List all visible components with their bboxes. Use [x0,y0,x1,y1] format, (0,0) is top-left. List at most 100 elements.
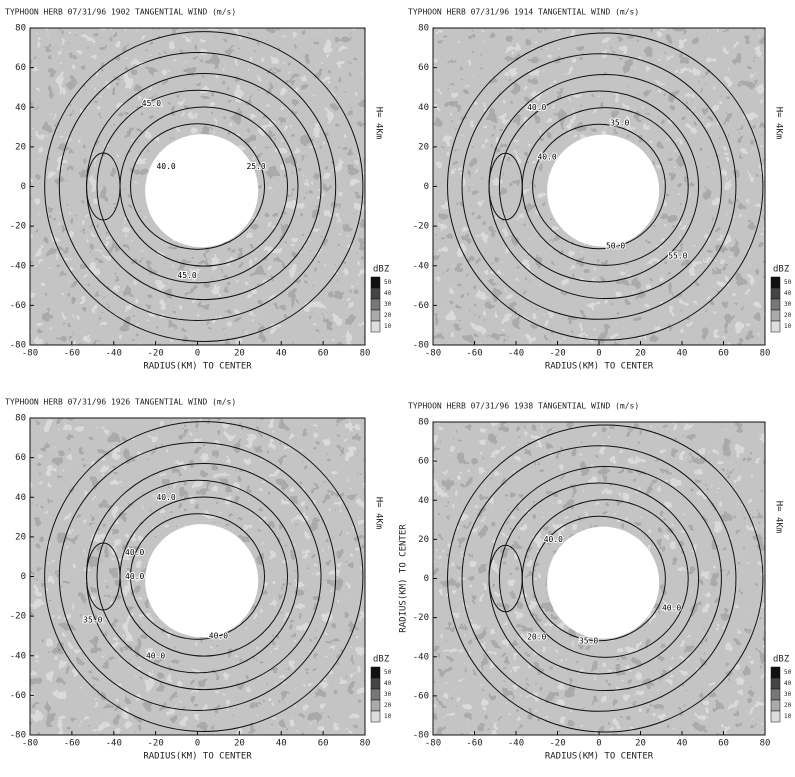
x-tick-label: 60 [718,349,729,359]
plot-area [30,28,365,345]
y-tick-label: 80 [418,24,429,34]
contour-label: 40.0 [527,103,546,112]
y-tick-label: 60 [15,453,26,463]
y-tick-label: 40 [15,493,26,503]
contour-label: 35.0 [579,637,598,646]
x-tick-label: -60 [466,739,482,749]
side-label: H= 4Km [774,107,784,140]
colorbar-tick-label: 40 [384,680,392,687]
y-tick-label: 80 [15,24,26,34]
contour [96,89,299,284]
contour [488,152,523,221]
colorbar-label: dBZ [373,655,390,665]
x-tick-label: 0 [195,349,200,359]
colorbar-tick-label: 10 [384,713,392,720]
contour-label: 40.0 [125,572,144,581]
y-tick-label: 40 [418,496,429,506]
eye [547,134,660,247]
y-tick-label: -20 [413,613,429,623]
colorbar-tick-label: 20 [384,702,392,709]
x-tick-label: 60 [318,349,329,359]
contour-label: 50.0 [606,241,625,250]
colorbar-tick-label: 50 [384,279,392,286]
x-tick-label: -40 [106,739,122,749]
y-tick-label: -80 [413,731,429,741]
contour [461,53,737,320]
x-tick-label: -60 [64,739,80,749]
contour-label: 35.0 [610,119,629,128]
x-tick-label: 20 [234,349,245,359]
side-label: H= 4Km [374,107,384,140]
y-tick-label: -40 [413,261,429,271]
x-tick-label: -80 [425,739,441,749]
panel-title: TYPHOON HERB 07/31/96 1938 TANGENTIAL WI… [408,402,639,411]
colorbar-swatch [370,699,381,712]
contour [58,442,337,711]
x-tick-label: 80 [360,349,371,359]
x-tick-label: 80 [760,739,771,749]
colorbar-swatch [770,320,781,333]
contour [44,31,364,342]
colorbar-tick-label: 20 [784,702,792,709]
side-label: H= 4Km [374,497,384,530]
panel-title: TYPHOON HERB 07/31/96 1902 TANGENTIAL WI… [5,8,236,17]
contour-label: 40.0 [156,493,175,502]
contour-label: 20.0 [527,633,546,642]
x-tick-label: 20 [635,739,646,749]
colorbar-tick-label: 50 [384,669,392,676]
contour [96,479,299,674]
colorbar-swatch [770,699,781,712]
x-tick-label: 0 [596,739,601,749]
x-tick-label: 20 [234,739,245,749]
y-tick-label: 60 [418,457,429,467]
x-tick-label: 40 [276,349,287,359]
x-tick-label: -80 [22,349,38,359]
plot-area [30,418,365,735]
x-axis-label: RADIUS(KM) TO CENTER [545,752,654,762]
y-tick-label: 0 [424,182,429,192]
plot-area [433,422,765,735]
contour-label: 40.0 [146,651,165,660]
eye [145,524,259,638]
contour-label: 40.0 [156,162,175,171]
y-tick-label: 80 [418,418,429,428]
colorbar-swatch [770,688,781,701]
colorbar-swatch [370,666,381,679]
colorbar-tick-label: 40 [784,680,792,687]
y-tick-label: 20 [418,535,429,545]
contour-label: 40.0 [209,631,228,640]
y-tick-label: 0 [424,574,429,584]
y-tick-label: 60 [15,63,26,73]
contour [58,52,337,321]
y-tick-label: -60 [413,691,429,701]
contour [447,424,764,733]
colorbar-tick-label: 10 [784,323,792,330]
y-tick-label: -40 [10,651,26,661]
x-tick-label: -60 [466,349,482,359]
y-tick-label: 20 [418,142,429,152]
x-tick-label: -40 [508,739,524,749]
y-tick-label: -80 [10,341,26,351]
x-tick-label: -80 [425,349,441,359]
y-tick-label: 20 [15,142,26,152]
contour [498,90,700,283]
y-tick-label: -60 [10,691,26,701]
x-tick-label: 20 [635,349,646,359]
y-tick-label: 80 [15,414,26,424]
colorbar-swatch [770,309,781,322]
contour [86,542,121,611]
colorbar-swatch [770,666,781,679]
colorbar-swatch [370,320,381,333]
y-tick-label: -80 [10,731,26,741]
y-axis-label: RADIUS(KM) TO CENTER [399,524,409,633]
y-tick-label: -40 [10,261,26,271]
y-tick-label: 40 [15,103,26,113]
x-tick-label: 40 [276,739,287,749]
y-tick-label: -20 [10,612,26,622]
y-tick-label: 40 [418,103,429,113]
x-tick-label: -20 [549,739,565,749]
contour [130,513,265,640]
y-tick-label: -20 [10,222,26,232]
colorbar-swatch [370,710,381,723]
